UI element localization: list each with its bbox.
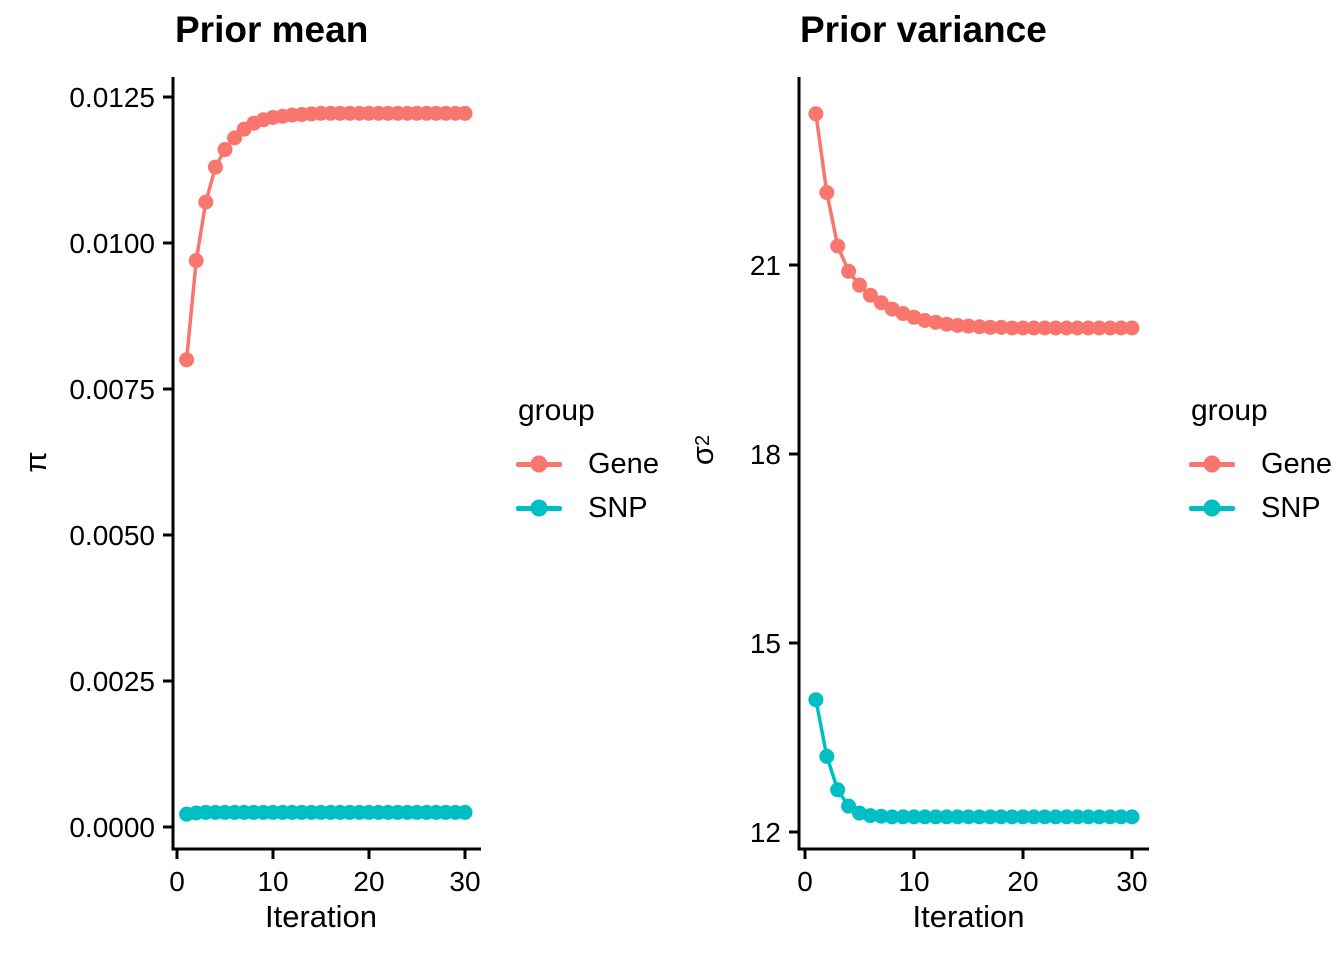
legend-label-snp: SNP	[1261, 491, 1321, 524]
plot-title-prior-mean: Prior mean	[175, 9, 369, 50]
y-axis-label-pi: π	[6, 432, 66, 492]
gene-line-key-icon	[1189, 461, 1235, 467]
x-axis-label-right: Iteration	[912, 899, 1025, 934]
svg-text:0: 0	[169, 866, 185, 897]
legend-left: group Gene SNP	[516, 394, 659, 530]
legend-item-gene: Gene	[516, 442, 659, 486]
svg-text:0.0075: 0.0075	[69, 374, 155, 405]
svg-text:0.0000: 0.0000	[69, 812, 155, 843]
svg-text:15: 15	[750, 628, 781, 659]
svg-text:0: 0	[797, 866, 813, 897]
svg-text:12: 12	[750, 817, 781, 848]
svg-text:21: 21	[750, 250, 781, 281]
legend-right: group Gene SNP	[1189, 394, 1332, 530]
gene-line-key-icon	[516, 461, 562, 467]
svg-text:30: 30	[1116, 866, 1147, 897]
svg-text:30: 30	[449, 866, 480, 897]
svg-text:20: 20	[353, 866, 384, 897]
legend-title: group	[1191, 394, 1268, 427]
svg-text:0.0100: 0.0100	[69, 228, 155, 259]
legend-label-gene: Gene	[588, 447, 659, 480]
svg-text:18: 18	[750, 439, 781, 470]
legend-item-snp: SNP	[1189, 486, 1332, 530]
svg-text:0.0125: 0.0125	[69, 82, 155, 113]
legend-label-gene: Gene	[1261, 447, 1332, 480]
svg-text:10: 10	[257, 866, 288, 897]
svg-text:20: 20	[1007, 866, 1038, 897]
y-axis-label-pi-text: π	[18, 451, 53, 473]
snp-line-key-icon	[516, 505, 562, 511]
svg-text:10: 10	[898, 866, 929, 897]
plot-title-prior-variance: Prior variance	[800, 9, 1047, 50]
legend-title: group	[518, 394, 595, 427]
legend-item-gene: Gene	[1189, 442, 1332, 486]
snp-line-key-icon	[1189, 505, 1235, 511]
svg-text:0.0050: 0.0050	[69, 520, 155, 551]
svg-text:0.0025: 0.0025	[69, 666, 155, 697]
y-axis-label-sigma-text: σ	[685, 446, 720, 466]
legend-item-snp: SNP	[516, 486, 659, 530]
legend-label-snp: SNP	[588, 491, 648, 524]
x-axis-label-left: Iteration	[264, 899, 377, 934]
